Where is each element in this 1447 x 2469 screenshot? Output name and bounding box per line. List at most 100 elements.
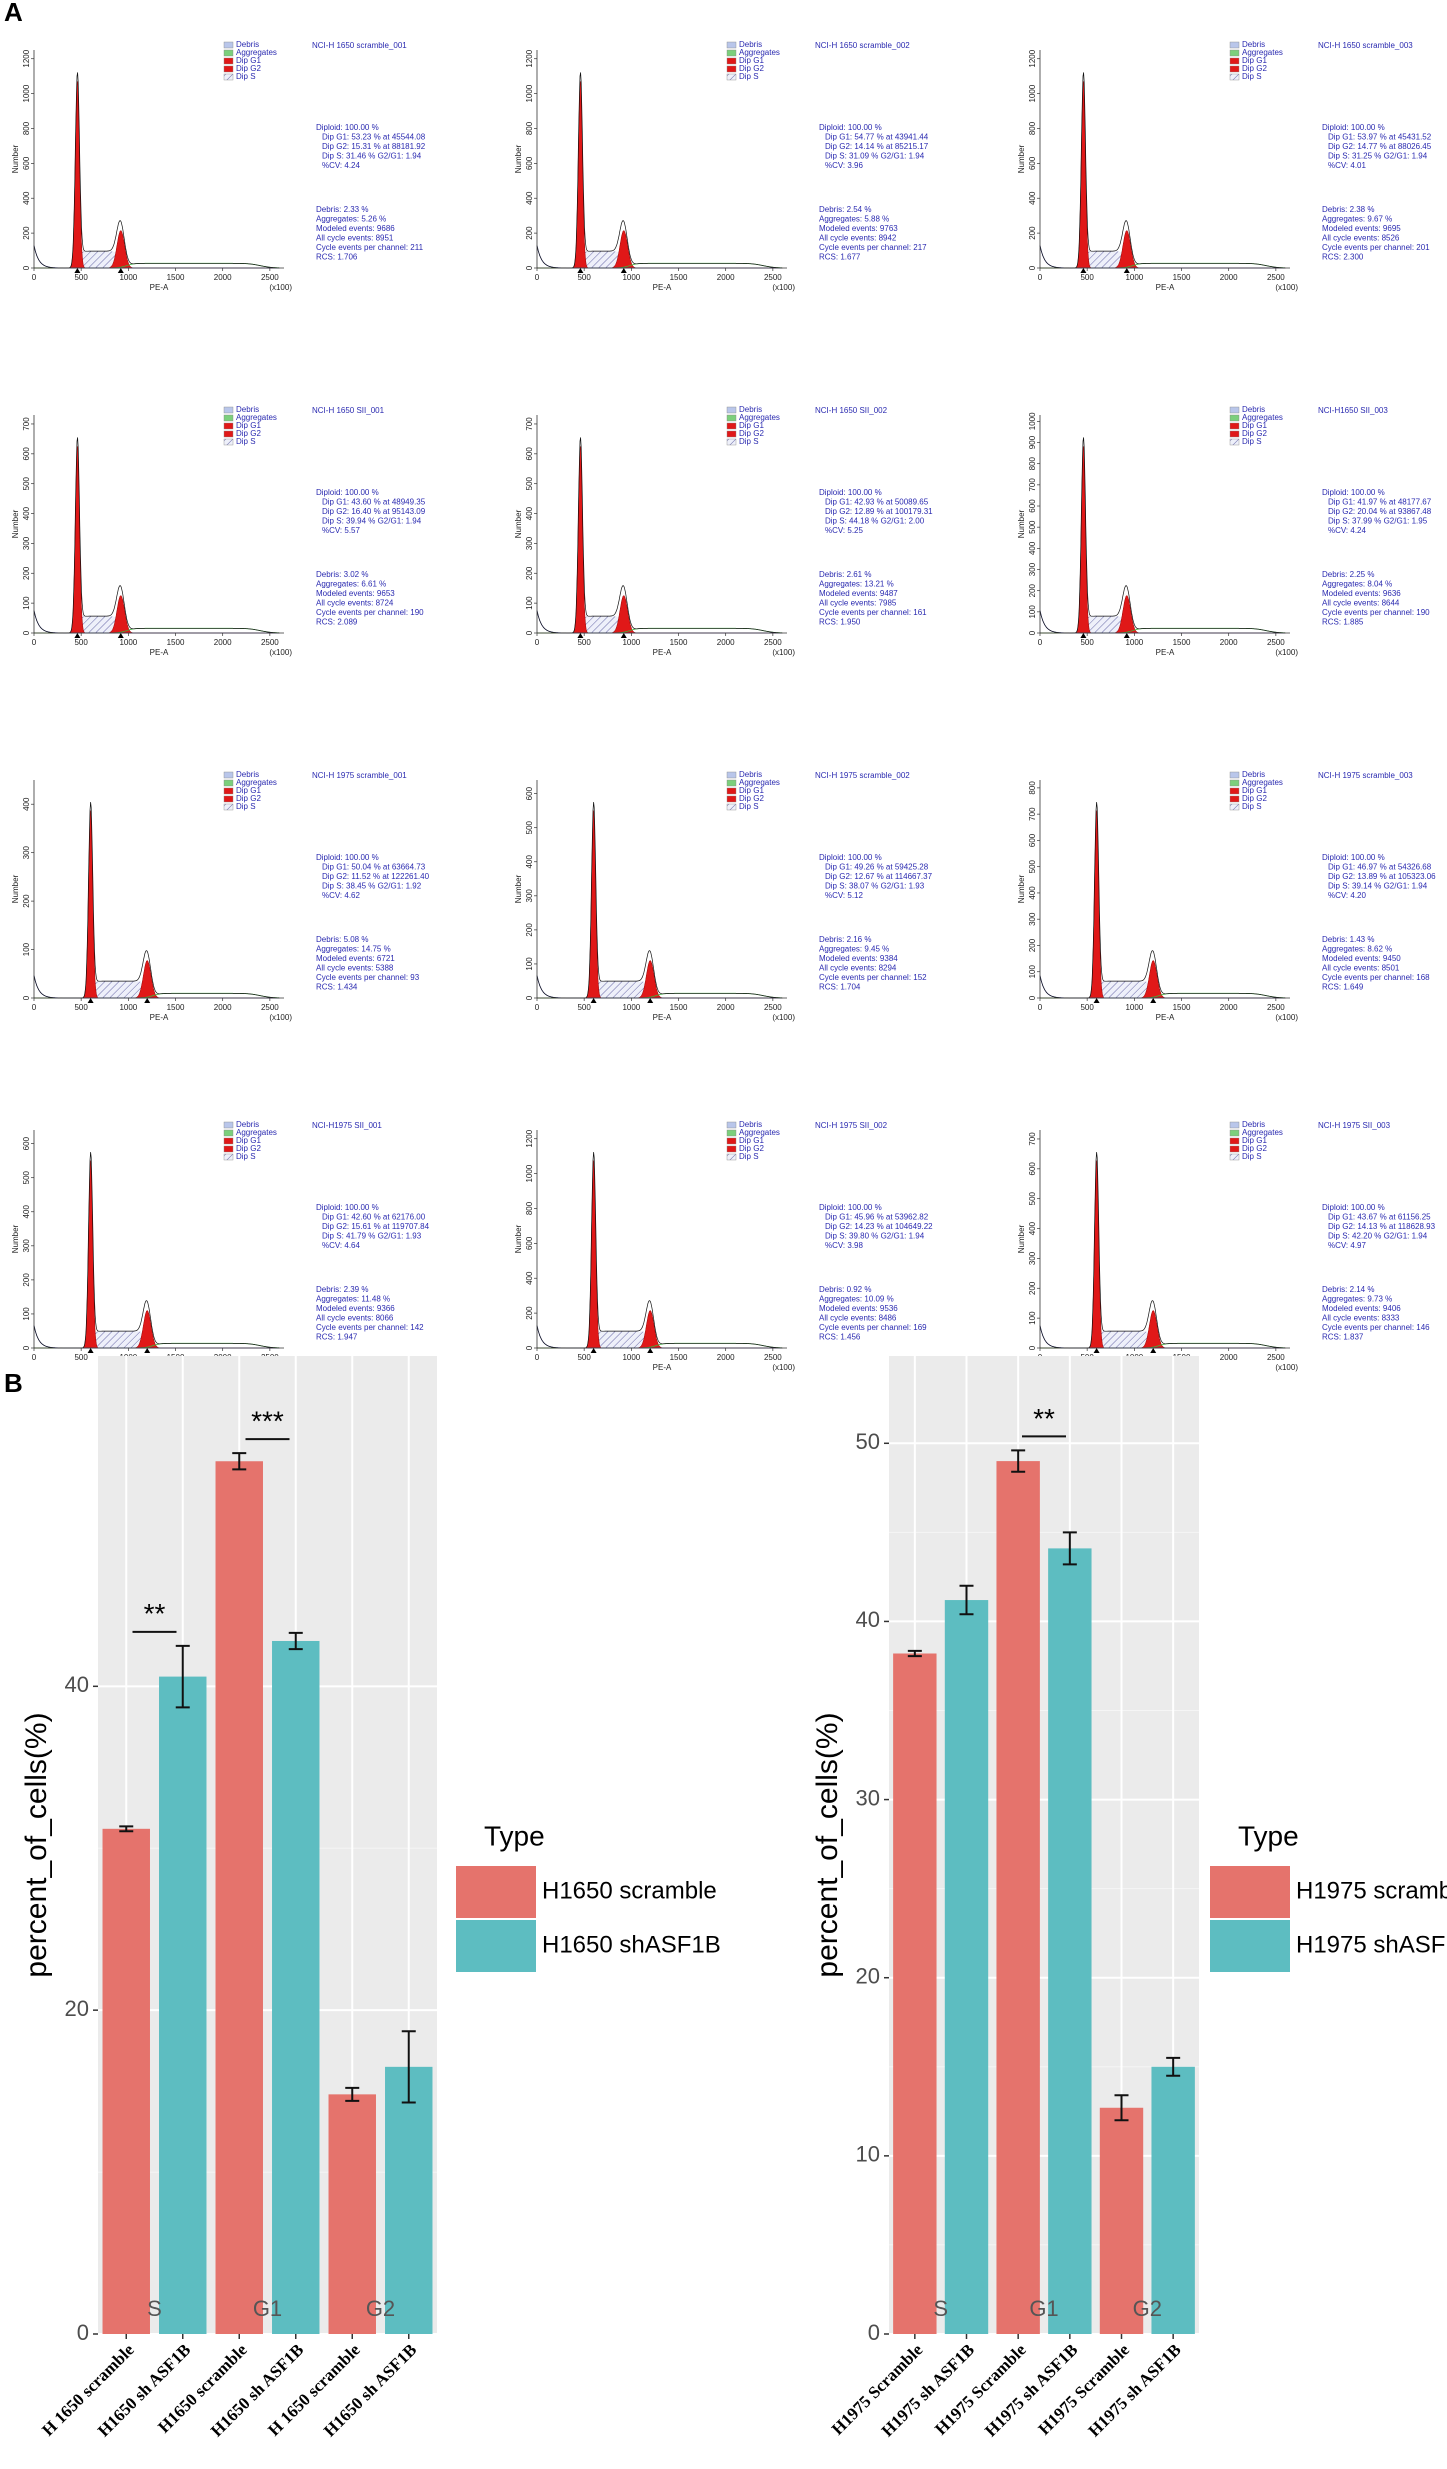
- panel-title: NCI-H1650 SII_003: [1318, 406, 1388, 415]
- stats-line: Cycle events per channel: 190: [316, 608, 424, 617]
- flow-panel: 0 100 200 300 400 500 600 0 500 1000 1500 2000 2500 P…: [514, 770, 932, 1022]
- legend-swatch: [223, 1137, 234, 1145]
- y-tick-label: 1000: [1028, 412, 1037, 430]
- y-tick-label: 300: [525, 889, 534, 903]
- legend-label: Dip S: [1242, 802, 1262, 811]
- stats-line: Diploid: 100.00 %: [316, 853, 379, 862]
- dip-g1-peak: [537, 810, 783, 999]
- legend-swatch: [726, 771, 737, 779]
- legend-swatch: [726, 1145, 737, 1153]
- stats-line: Dip G1: 41.97 % at 48177.67: [1328, 498, 1432, 507]
- y-tick-label: 600: [22, 156, 31, 170]
- stats-line: RCS: 1.677: [819, 253, 861, 262]
- y-tick-label: 100: [525, 957, 534, 971]
- legend-swatch: [223, 1145, 234, 1153]
- peak-marker: [1093, 1348, 1100, 1353]
- stats-line: Diploid: 100.00 %: [819, 1203, 882, 1212]
- y-tick-label: 400: [1028, 1221, 1037, 1235]
- y-tick-label: 0: [525, 995, 534, 1000]
- group-label: G2: [1133, 2296, 1162, 2321]
- stats-line: Modeled events: 9695: [1322, 224, 1401, 233]
- legend-label: Dip S: [739, 1152, 759, 1161]
- stats-line: Diploid: 100.00 %: [316, 1203, 379, 1212]
- legend-swatch: [223, 414, 234, 422]
- x-tick-label: 2000: [1220, 638, 1238, 647]
- x-tick-label: 0: [535, 1003, 540, 1012]
- y-axis-label: Number: [1017, 144, 1026, 173]
- stats-line: Dip G1: 43.67 % at 61156.25: [1328, 1213, 1431, 1222]
- stats-line: RCS: 1.950: [819, 618, 861, 627]
- legend-swatch: [1229, 771, 1240, 779]
- x-tick-label: 2000: [1220, 273, 1238, 282]
- y-axis-label: Number: [11, 874, 20, 903]
- y-axis-label: Number: [1017, 874, 1026, 903]
- stats-line: RCS: 1.456: [819, 1333, 861, 1342]
- stats-line: %CV: 3.98: [825, 1241, 863, 1250]
- y-tick-label: 800: [1028, 456, 1037, 470]
- legend-label: Dip G1: [236, 786, 261, 795]
- stats-line: Debris: 2.61 %: [819, 570, 871, 579]
- x-tick-label: 2000: [1220, 1003, 1238, 1012]
- stats-line: RCS: 1.649: [1322, 983, 1364, 992]
- stats-line: %CV: 4.01: [1328, 161, 1366, 170]
- stats-line: Cycle events per channel: 142: [316, 1323, 424, 1332]
- dip-g1-peak: [1040, 446, 1286, 634]
- panel-title: NCI-H 1650 scramble_001: [312, 41, 407, 50]
- x-tick-label: 2000: [214, 273, 232, 282]
- panel-title: NCI-H 1975 scramble_002: [815, 771, 910, 780]
- dip-g2-peak: [1040, 595, 1286, 634]
- y-tick-label: 1000: [22, 84, 31, 102]
- legend-label: Dip G1: [236, 56, 261, 65]
- legend-label: Dip S: [236, 802, 256, 811]
- y-tick-label: 400: [22, 797, 31, 811]
- stats-line: %CV: 3.96: [825, 161, 863, 170]
- legend-swatch: [223, 438, 234, 446]
- legend-swatch: [223, 406, 234, 414]
- flow-panel: 0 200 400 600 800 1000 1200 0 500 1000 1500 2000 250…: [514, 1120, 933, 1372]
- legend-label: Dip G2: [739, 429, 764, 438]
- stats-line: %CV: 4.20: [1328, 891, 1366, 900]
- stats-line: Dip G1: 50.04 % at 63664.73: [322, 863, 426, 872]
- stats-line: Dip G1: 45.96 % at 53962.82: [825, 1213, 929, 1222]
- legend-swatch: [1229, 803, 1240, 811]
- legend-label: Debris: [1242, 405, 1265, 414]
- bar: [272, 1640, 320, 2334]
- y-tick-label: 700: [525, 417, 534, 431]
- stats-line: Debris: 2.16 %: [819, 935, 871, 944]
- x-tick-label: 1000: [1125, 273, 1143, 282]
- stats-line: Aggregates: 9.67 %: [1322, 215, 1392, 224]
- legend-swatch: [1229, 414, 1240, 422]
- stats-line: %CV: 4.62: [322, 891, 360, 900]
- stats-line: Dip G2: 15.61 % at 119707.84: [322, 1222, 430, 1231]
- stats-line: Dip G1: 49.26 % at 59425.28: [825, 863, 929, 872]
- x-tick-label: 2500: [1267, 273, 1285, 282]
- stats-line: Diploid: 100.00 %: [819, 488, 882, 497]
- stats-line: All cycle events: 8644: [1322, 599, 1400, 608]
- stats-line: Dip S: 42.20 % G2/G1: 1.94: [1328, 1232, 1428, 1241]
- legend-label: Debris: [739, 40, 762, 49]
- panel-title: NCI-H 1650 SII_001: [312, 406, 385, 415]
- legend-title: Type: [1238, 1820, 1299, 1851]
- y-tick-label: 100: [1028, 965, 1037, 979]
- legend-swatch: [223, 803, 234, 811]
- bar: [328, 2094, 376, 2334]
- stats-line: All cycle events: 8486: [819, 1314, 897, 1323]
- y-axis-label: Number: [1017, 509, 1026, 538]
- panel-title: NCI-H 1650 scramble_003: [1318, 41, 1413, 50]
- legend-label: Dip G2: [739, 64, 764, 73]
- peak-marker: [117, 268, 124, 273]
- y-tick-label: 600: [22, 1136, 31, 1150]
- flow-panel: 0 200 400 600 800 1000 1200 0 500 1000 1500 2000 250…: [11, 40, 426, 292]
- error-bar: [232, 1452, 247, 1471]
- y-tick-label: 200: [525, 1306, 534, 1320]
- x-tick-label: 500: [577, 1003, 591, 1012]
- histogram-outline: [1039, 1152, 1286, 1349]
- y-axis-label: Number: [514, 1224, 523, 1253]
- stats-line: Dip G2: 15.31 % at 88181.92: [322, 142, 426, 151]
- histogram-outline: [536, 802, 783, 999]
- x-tick-label: H1975 Scramble: [828, 2340, 927, 2439]
- y-tick-label: 1200: [525, 1129, 534, 1147]
- stats-line: %CV: 4.64: [322, 1241, 360, 1250]
- y-tick-label: 200: [525, 923, 534, 937]
